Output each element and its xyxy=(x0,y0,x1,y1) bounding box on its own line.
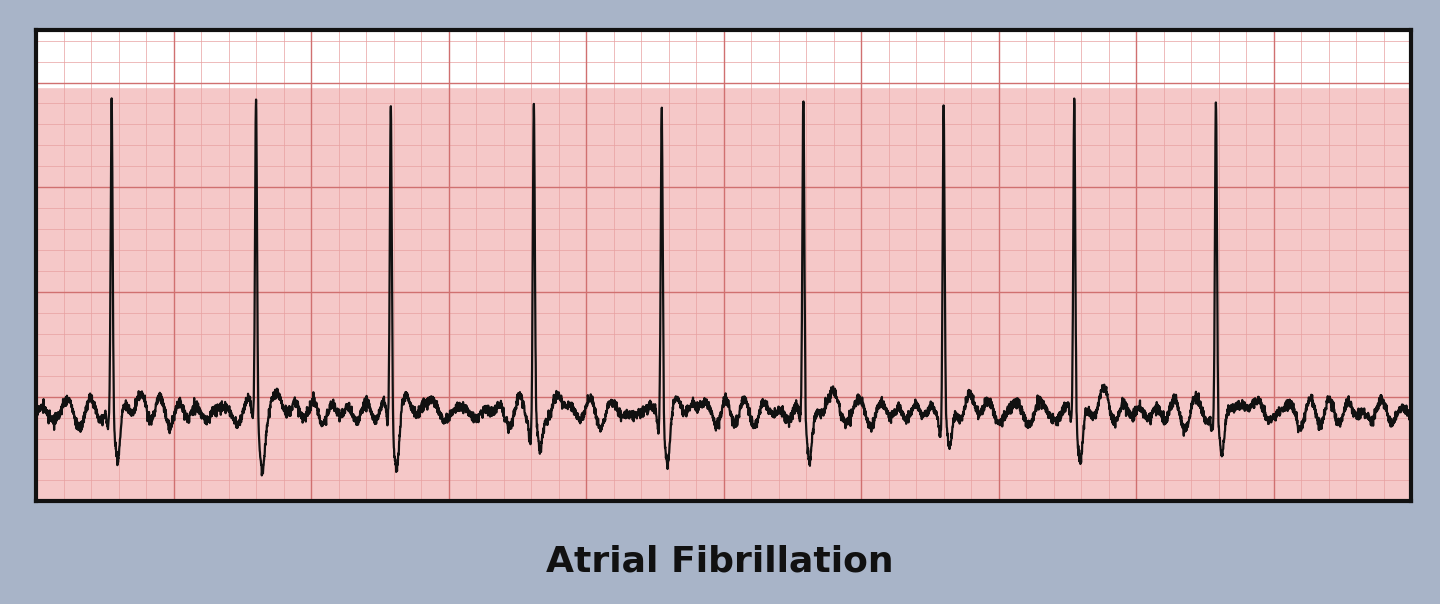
Text: Atrial Fibrillation: Atrial Fibrillation xyxy=(546,545,894,579)
